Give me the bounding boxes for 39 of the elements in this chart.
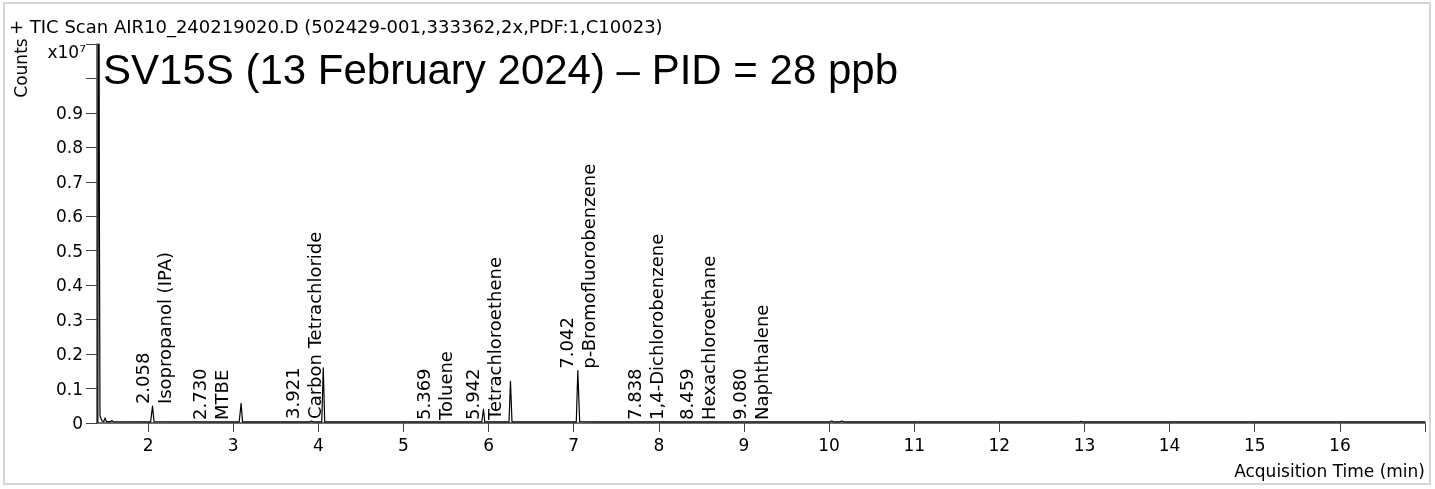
annotation: 7.838 1,4-Dichlorobenzene [623,233,667,420]
x-tick-label: 15 [1243,434,1266,455]
x-tick-label: 5 [398,434,409,455]
y-tick-label: 0.4 [55,275,83,296]
x-tick-label: 8 [653,434,665,455]
x-tick-label: 11 [903,434,926,455]
annotation: 7.042 p-Bromofluorobenzene [555,163,599,369]
x-tick-label: 16 [1329,434,1351,455]
annotation: 3.921 Carbon Tetrachloride [282,231,326,419]
y-tick-label: 0.7 [55,171,83,192]
chart-subtitle: + TIC Scan AIR10_240219020.D (502429-001,333362,2x,PDF:1,C10023) [9,15,663,38]
x-tick-label: 13 [1073,434,1096,455]
y-tick-label: 0.3 [55,309,83,330]
y-tick-label: 0.2 [55,344,83,365]
annotation: 5.369 Toluene [413,351,457,421]
x-tick-label: 12 [988,434,1011,455]
y-tick-label: 0 [72,413,83,433]
text: x10⁷ [47,42,87,62]
annotation: 5.942 Tetrachloroethene [462,257,506,421]
x-tick-label: 3 [227,434,239,455]
x-axis-title: Acquisition Time (min) [1234,461,1425,481]
x-tick-label: 2 [142,434,154,455]
x-tick-label: 10 [818,434,840,455]
annotation: 8.459 Hexachloroethane [676,255,720,420]
y-tick-label: 0.9 [55,102,83,123]
annotation: 2.058 Isopropanol (IPA) [131,251,175,405]
y-tick-label: 0.8 [55,137,83,158]
x-tick-label: 14 [1158,434,1181,455]
y-axis-title: Counts [11,38,31,98]
y-tick-label: 0.6 [55,206,83,227]
x-tick-label: 6 [483,434,494,455]
chart-title: SV15S (13 February 2024) – PID = 28 ppb [103,45,898,93]
x-tick-label: 4 [312,434,324,455]
x-tick-label: 9 [738,434,750,455]
y-tick-label: 0.1 [55,378,83,399]
annotation: 9.080 Naphthalene [729,304,773,420]
annotation: 2.730 MTBE [188,368,232,420]
y-tick-label: 0.5 [55,240,83,261]
x-tick-label: 7 [568,434,580,455]
